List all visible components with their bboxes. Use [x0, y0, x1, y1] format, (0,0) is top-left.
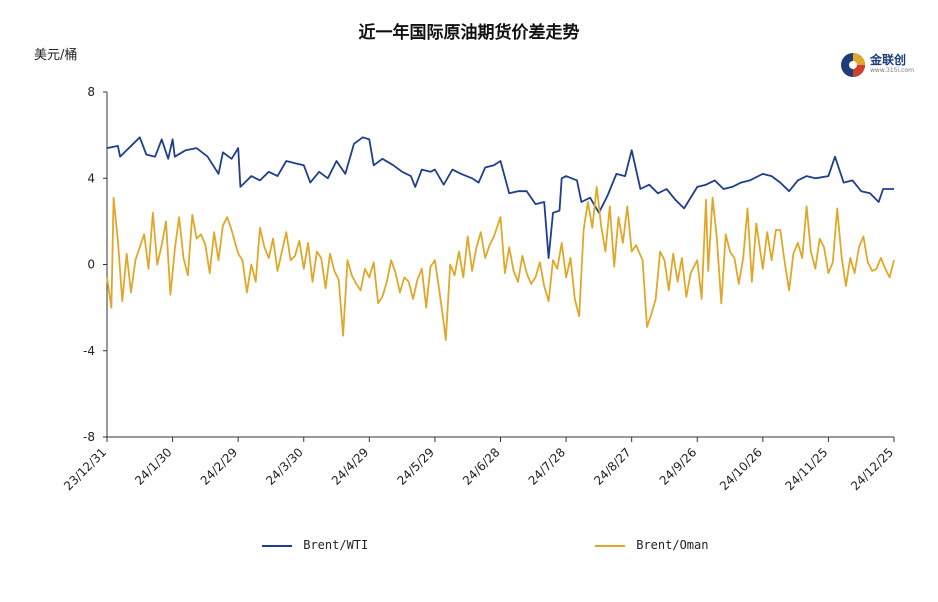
x-tick-label: 24/4/29 [329, 445, 372, 488]
x-tick-label: 23/12/31 [61, 445, 109, 493]
x-tick-label: 24/2/29 [198, 445, 241, 488]
y-tick-label: -8 [83, 430, 95, 444]
x-tick-label: 24/11/25 [783, 445, 831, 493]
legend-item-brent-oman: Brent/Oman [595, 538, 708, 552]
y-tick-label: 4 [87, 171, 95, 185]
legend-swatch-brent-wti [262, 544, 292, 547]
x-tick-label: 24/8/27 [591, 445, 634, 488]
legend-item-brent-wti: Brent/WTI [262, 538, 368, 552]
x-tick-label: 24/10/26 [717, 445, 765, 493]
x-tick-label: 24/7/28 [526, 445, 569, 488]
y-tick-label: 0 [87, 258, 95, 272]
legend-label-brent-oman: Brent/Oman [636, 538, 709, 552]
legend-swatch-brent-oman [595, 544, 625, 547]
brand-logo-text: 金联创 [870, 53, 907, 67]
chart-title: 近一年国际原油期货价差走势 [358, 23, 580, 43]
x-tick-label: 24/12/25 [848, 445, 896, 493]
x-tick-label: 24/6/28 [460, 445, 503, 488]
x-tick-label: 24/9/26 [657, 445, 700, 488]
x-tick-label: 24/3/30 [263, 445, 306, 488]
y-axis-unit: 美元/桶 [34, 48, 78, 63]
series-line-brent-wti [106, 136, 894, 259]
brand-logo-url: www.315i.com [870, 67, 914, 74]
legend-label-brent-wti: Brent/WTI [303, 538, 369, 552]
brand-logo: 金联创 www.315i.com [840, 50, 920, 82]
series-line-brent-oman [106, 185, 895, 341]
brand-logo-icon [841, 53, 865, 77]
y-tick-label: 8 [87, 85, 95, 99]
x-tick-label: 24/5/29 [394, 445, 437, 488]
y-tick-label: -4 [83, 344, 95, 358]
x-tick-label: 24/1/30 [132, 445, 175, 488]
